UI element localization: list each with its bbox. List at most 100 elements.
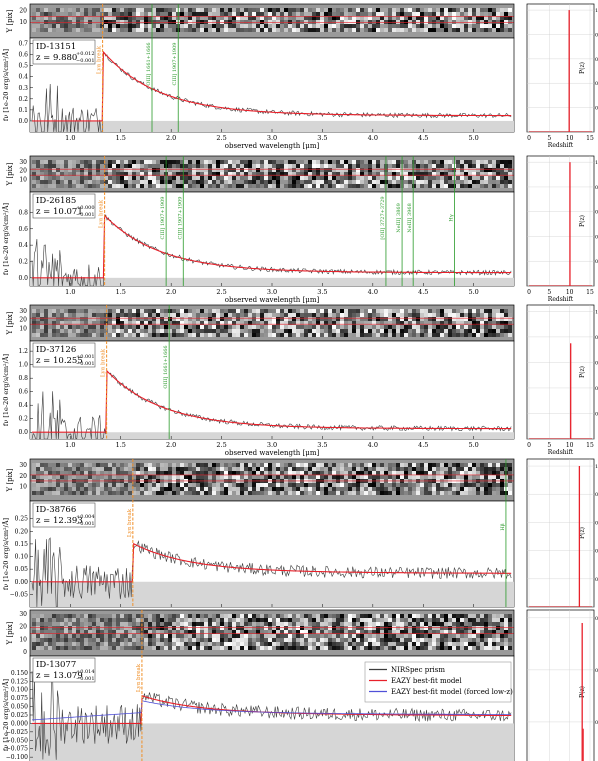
y-tick-label: 0.125	[11, 678, 28, 685]
x-tick-label: 3.5	[317, 288, 327, 296]
x-tick-label: 3.0	[267, 288, 277, 296]
image-ylabel: Y [pix]	[6, 621, 14, 645]
x-tick-label: 4.0	[368, 288, 378, 296]
image-ylabel: Y [pix]	[6, 311, 14, 335]
y-tick-label: 0.6	[18, 389, 28, 396]
legend-entry: EAZY best-fit model (forced low-z)	[391, 688, 513, 696]
pz-axes	[526, 155, 595, 287]
image-ytick-label: 30	[19, 462, 27, 469]
object-id-label: ID-38766	[36, 505, 76, 515]
y-tick-label: 0.4	[18, 402, 28, 409]
y-axis-label: fν [1e-20 erg/s/cm²/Å]	[1, 203, 10, 275]
pz-axes	[526, 3, 595, 133]
pz-axes	[526, 304, 595, 440]
negative-flux-band	[30, 432, 514, 439]
y-tick-label: −0.050	[6, 737, 28, 744]
pz-ytick-label: 0.3	[595, 616, 598, 622]
image-ytick-label: 20	[19, 317, 27, 324]
redshift-upper-error: +0.004	[76, 514, 95, 520]
pz-ytick-label: 0.2	[595, 411, 598, 417]
pz-ytick-label: 0.4	[595, 386, 598, 392]
y-tick-label: 0.20	[15, 528, 29, 535]
emission-line-label: OIII] 1661+1666	[163, 345, 169, 388]
x-tick-label: 5.0	[468, 288, 478, 296]
image-ytick-label: 20	[19, 7, 27, 14]
y-tick-label: 0.0	[18, 429, 28, 436]
legend-entry: NIRSpec prism	[391, 666, 445, 674]
image-ylabel: Y [pix]	[6, 162, 14, 186]
y-tick-label: −0.025	[6, 729, 28, 736]
lya-break-label: Lyα break	[99, 199, 105, 228]
y-tick-label: 0.2	[18, 96, 28, 103]
y-axis-label: fν [1e-20 erg/s/cm²/Å]	[1, 354, 10, 426]
pz-ytick-label: 0.2	[595, 259, 598, 265]
pz-xtick-label: 0	[527, 135, 531, 142]
pz-xtick-label: 15	[586, 135, 594, 142]
redshift-upper-error: +0.014	[76, 669, 95, 675]
x-tick-label: 1.0	[65, 134, 75, 142]
pz-ytick-label: 0.4	[595, 549, 598, 555]
pz-ytick-label: 0.4	[595, 81, 598, 87]
pz-ytick-label: 1.0	[595, 8, 598, 14]
id-box	[32, 502, 96, 528]
x-tick-label: 5.0	[468, 441, 478, 449]
y-tick-label: 0.25	[15, 516, 29, 523]
x-tick-label: 2.0	[166, 134, 176, 142]
lya-break-label: Lyα break	[136, 663, 142, 692]
emission-line-label: Hβ	[500, 523, 506, 530]
id-box	[32, 193, 96, 219]
image-ytick-label: 30	[19, 611, 27, 618]
pz-ylabel: P(z)	[579, 215, 586, 227]
eazy-lowz-model-line	[31, 700, 512, 721]
pz-axes	[526, 609, 595, 761]
y-tick-label: 0.8	[18, 209, 28, 216]
redshift-label: z = 10.255	[36, 356, 83, 366]
y-tick-label: 0.15	[15, 541, 29, 548]
pz-xlabel: Redshift	[548, 142, 574, 149]
y-tick-label: −0.05	[10, 591, 29, 598]
pz-ytick-label: 0.1	[595, 720, 598, 726]
x-tick-label: 2.0	[166, 288, 176, 296]
x-tick-label: 1.5	[116, 134, 126, 142]
y-tick-label: 0.075	[11, 695, 28, 702]
x-tick-label: 3.0	[267, 441, 277, 449]
y-tick-label: 0.5	[18, 63, 28, 70]
x-tick-label: 4.5	[418, 288, 428, 296]
y-tick-label: 0.050	[11, 704, 28, 711]
pz-xlabel: Redshift	[548, 296, 574, 303]
x-tick-label: 1.0	[65, 441, 75, 449]
eazy-model-line	[32, 214, 512, 279]
redshift-label: z = 9.880	[36, 53, 77, 63]
pz-ytick-label: 1.0	[595, 309, 598, 315]
y-tick-label: 0.1	[18, 107, 28, 114]
emission-line-label: [OII] 3727+3729	[380, 196, 386, 239]
x-tick-label: 3.0	[267, 134, 277, 142]
x-tick-label: 1.5	[116, 288, 126, 296]
y-tick-label: 0.100	[11, 687, 28, 694]
image-ytick-label: 10	[19, 325, 27, 332]
x-tick-label: 2.5	[216, 441, 226, 449]
pz-ytick-label: 0.2	[595, 577, 598, 583]
object-id-label: ID-26185	[36, 196, 76, 206]
pz-xtick-label: 15	[586, 289, 594, 296]
legend-box	[364, 661, 512, 703]
y-tick-label: 0.4	[18, 74, 28, 81]
emission-line-label: NeIII] 3869	[396, 203, 402, 233]
spectrum-2d-image	[32, 614, 512, 650]
negative-flux-band	[30, 277, 514, 286]
id-box	[32, 39, 96, 65]
emission-line-label: NeIII] 3968	[407, 203, 413, 233]
redshift-label: z = 10.071	[36, 207, 83, 217]
lya-break-label: Lyα break	[127, 508, 133, 537]
x-tick-label: 2.0	[166, 441, 176, 449]
pz-ytick-label: 0.8	[595, 335, 598, 341]
pz-ytick-label: 0.4	[595, 234, 598, 240]
image-ylabel: Y [pix]	[6, 9, 14, 33]
y-tick-label: 0.7	[18, 41, 28, 48]
spectrum-2d-image	[32, 309, 512, 337]
pz-ytick-label: 1.0	[595, 160, 598, 166]
legend-entry: EAZY best-fit model	[391, 677, 462, 685]
emission-line-label: OIII] 1661+1666	[146, 42, 152, 85]
y-tick-label: 0.6	[18, 226, 28, 233]
eazy-model-line	[32, 50, 512, 122]
